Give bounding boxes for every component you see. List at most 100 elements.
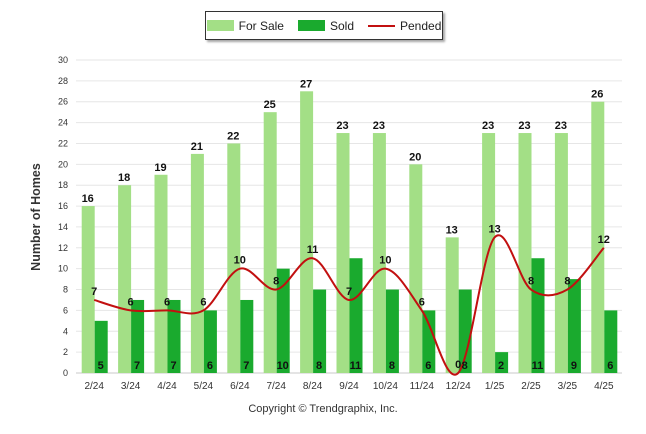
legend-swatch-for-sale [206, 20, 234, 31]
y-tick-label: 16 [58, 201, 68, 211]
bar-for-sale [118, 185, 132, 373]
bar-for-sale [372, 133, 386, 373]
data-label-for-sale: 23 [482, 120, 494, 132]
bar-for-sale [591, 101, 605, 373]
bar-sold [203, 310, 217, 373]
y-tick-label: 24 [58, 118, 68, 128]
data-label-pended: 8 [564, 276, 570, 288]
copyright-credit: Copyright © Trendgraphix, Inc. [248, 403, 398, 415]
y-tick-label: 22 [58, 138, 68, 148]
bar-for-sale [263, 112, 277, 374]
bar-sold [276, 268, 290, 373]
data-label-pended: 10 [234, 255, 246, 267]
bar-for-sale [154, 174, 168, 373]
data-label-pended: 0 [455, 359, 461, 371]
y-tick-label: 14 [58, 222, 68, 232]
data-label-sold: 6 [207, 360, 213, 372]
bar-for-sale [554, 133, 568, 373]
y-tick-label: 10 [58, 264, 68, 274]
data-label-pended: 11 [307, 244, 319, 256]
bar-for-sale [81, 206, 95, 373]
x-tick-label: 3/25 [558, 381, 578, 392]
bar-sold [349, 258, 363, 373]
x-tick-label: 6/24 [230, 381, 250, 392]
bar-sold [458, 289, 472, 373]
bar-for-sale [518, 133, 532, 373]
bar-sold [495, 352, 509, 373]
x-tick-label: 12/24 [446, 381, 471, 392]
y-tick-label: 18 [58, 180, 68, 190]
y-tick-label: 2 [63, 347, 68, 357]
bar-for-sale [227, 143, 241, 373]
x-tick-label: 5/24 [194, 381, 214, 392]
data-label-pended: 6 [164, 296, 170, 308]
bar-sold [313, 289, 327, 373]
data-label-for-sale: 13 [446, 224, 458, 236]
data-label-for-sale: 22 [227, 130, 239, 142]
data-label-pended: 12 [598, 234, 610, 246]
bar-sold [604, 310, 618, 373]
bar-sold [167, 299, 181, 373]
x-tick-label: 10/24 [373, 381, 398, 392]
x-tick-label: 4/25 [594, 381, 614, 392]
x-tick-label: 8/24 [303, 381, 323, 392]
y-tick-label: 0 [63, 368, 68, 378]
bar-sold [531, 258, 545, 373]
legend-item-sold: Sold [297, 18, 354, 33]
data-label-pended: 8 [528, 276, 534, 288]
x-tick-label: 11/24 [410, 381, 435, 392]
legend-label-pended: Pended [400, 18, 442, 33]
data-label-sold: 6 [425, 360, 431, 372]
y-tick-label: 4 [63, 326, 68, 336]
data-label-pended: 8 [273, 276, 279, 288]
data-label-sold: 7 [170, 360, 176, 372]
x-tick-label: 9/24 [339, 381, 359, 392]
x-tick-label: 3/24 [121, 381, 141, 392]
x-tick-label: 2/24 [84, 381, 104, 392]
data-label-pended: 6 [419, 296, 425, 308]
bar-sold [422, 310, 436, 373]
data-label-for-sale: 21 [191, 141, 203, 153]
data-label-sold: 2 [498, 360, 504, 372]
x-tick-label: 4/24 [157, 381, 177, 392]
data-label-sold: 9 [571, 360, 577, 372]
data-label-for-sale: 27 [300, 78, 312, 90]
legend-item-pended: Pended [368, 19, 441, 33]
data-label-pended: 6 [200, 296, 206, 308]
legend-label-sold: Sold [329, 18, 354, 33]
data-label-for-sale: 23 [373, 120, 385, 132]
y-tick-label: 28 [58, 76, 68, 86]
data-label-for-sale: 16 [82, 193, 94, 205]
data-label-pended: 10 [379, 255, 391, 267]
bar-for-sale [336, 133, 350, 373]
x-tick-label: 1/25 [485, 381, 505, 392]
y-tick-label: 26 [58, 97, 68, 107]
bar-sold [240, 299, 254, 373]
data-label-sold: 7 [243, 360, 249, 372]
legend-swatch-pended [368, 24, 395, 27]
x-tick-label: 7/24 [266, 381, 286, 392]
legend-label-for-sale: For Sale [238, 18, 284, 33]
legend-swatch-sold [297, 20, 325, 31]
data-label-sold: 7 [134, 360, 140, 372]
y-tick-label: 6 [63, 305, 68, 315]
data-label-for-sale: 18 [118, 172, 130, 184]
data-label-sold: 8 [316, 360, 322, 372]
data-label-for-sale: 23 [336, 120, 348, 132]
data-label-sold: 10 [277, 360, 289, 372]
y-tick-label: 30 [58, 55, 68, 65]
chart-legend: For Sale Sold Pended [205, 11, 443, 40]
bar-for-sale [300, 91, 314, 374]
data-label-sold: 5 [98, 360, 104, 372]
data-label-for-sale: 23 [555, 120, 567, 132]
data-label-pended: 13 [488, 223, 500, 235]
data-label-for-sale: 19 [154, 162, 166, 174]
data-label-pended: 7 [346, 286, 352, 298]
data-label-for-sale: 23 [518, 120, 530, 132]
data-label-sold: 11 [350, 360, 362, 372]
bar-sold [567, 279, 581, 373]
y-tick-label: 12 [58, 243, 68, 253]
bar-for-sale [445, 237, 459, 373]
data-label-pended: 6 [128, 296, 134, 308]
